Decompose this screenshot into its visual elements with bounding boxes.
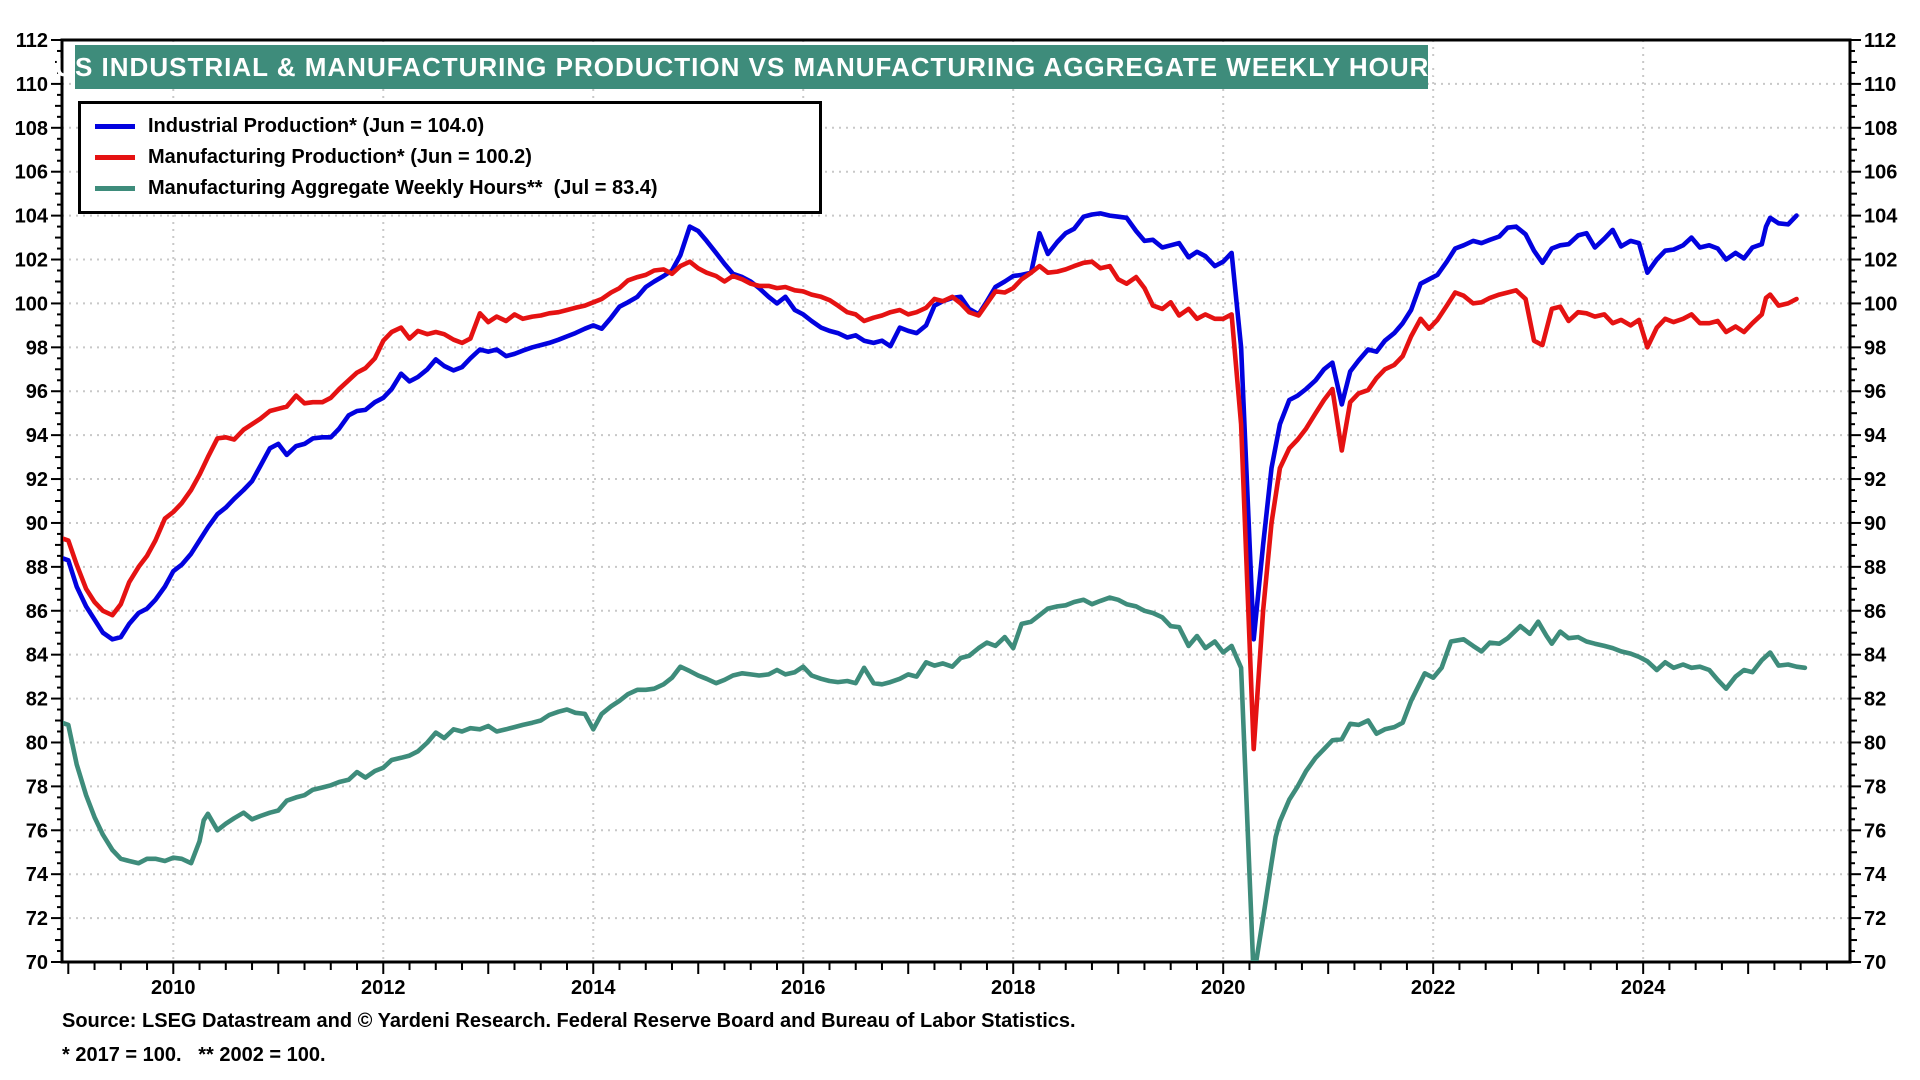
svg-text:98: 98	[1864, 337, 1886, 359]
svg-text:70: 70	[26, 952, 48, 974]
svg-text:106: 106	[15, 162, 48, 184]
legend-label: Industrial Production* (Jun = 104.0)	[148, 115, 485, 137]
svg-text:94: 94	[26, 425, 49, 447]
plot-frame	[60, 38, 1852, 964]
svg-text:82: 82	[26, 689, 48, 711]
svg-text:86: 86	[26, 601, 48, 623]
legend-swatch-aggregate-weekly-hours	[95, 186, 135, 191]
series-line-manufacturing-production	[63, 259, 1799, 752]
y-axis-labels-right: 70 72 74 76 78 80 82 84 86 88 90 92 94 96 98 100 102 104 1…	[1864, 30, 1898, 974]
svg-text:2024: 2024	[1621, 977, 1666, 999]
svg-text:102: 102	[15, 250, 48, 272]
legend-label: Manufacturing Aggregate Weekly Hours** (…	[148, 177, 658, 199]
svg-text:2012: 2012	[361, 977, 406, 999]
y-axis-labels-left: 70 72 74 76 78 80 82 84 86 88 90 92 94 96 98 100 102 104 1…	[15, 30, 49, 974]
legend-swatch-industrial-production	[95, 124, 135, 129]
svg-text:74: 74	[26, 864, 49, 886]
svg-text:102: 102	[1864, 250, 1897, 272]
legend-item-manufacturing-production: Manufacturing Production* (Jun = 100.2)	[95, 142, 807, 173]
svg-text:84: 84	[26, 645, 49, 667]
chart-title-banner: US INDUSTRIAL & MANUFACTURING PRODUCTION…	[55, 45, 1447, 89]
svg-text:2014: 2014	[571, 977, 616, 999]
svg-text:94: 94	[1864, 425, 1887, 447]
svg-text:110: 110	[1864, 74, 1896, 96]
series-line-industrial-production	[63, 211, 1799, 642]
source-attribution: Source: LSEG Datastream and © Yardeni Re…	[62, 1010, 1076, 1032]
index-base-footnote: * 2017 = 100. ** 2002 = 100.	[62, 1044, 326, 1066]
svg-text:80: 80	[1864, 732, 1886, 754]
svg-text:72: 72	[1864, 908, 1886, 930]
svg-text:78: 78	[1864, 776, 1886, 798]
svg-text:92: 92	[26, 469, 48, 491]
svg-text:84: 84	[1864, 645, 1887, 667]
svg-text:2020: 2020	[1201, 977, 1246, 999]
svg-text:2016: 2016	[781, 977, 826, 999]
svg-text:106: 106	[1864, 162, 1897, 184]
legend-item-industrial-production: Industrial Production* (Jun = 104.0)	[95, 111, 807, 142]
svg-text:86: 86	[1864, 601, 1886, 623]
svg-text:108: 108	[15, 118, 48, 140]
chart-title: US INDUSTRIAL & MANUFACTURING PRODUCTION…	[55, 51, 1448, 82]
svg-text:90: 90	[1864, 513, 1886, 535]
series-line-aggregate-weekly-hours	[63, 595, 1808, 961]
svg-text:104: 104	[15, 206, 49, 228]
svg-text:2010: 2010	[151, 977, 196, 999]
svg-text:108: 108	[1864, 118, 1897, 140]
svg-text:112: 112	[1864, 30, 1896, 52]
svg-text:98: 98	[26, 337, 48, 359]
svg-text:96: 96	[1864, 381, 1886, 403]
svg-text:70: 70	[1864, 952, 1886, 974]
legend-box: Industrial Production* (Jun = 104.0) Man…	[78, 101, 822, 214]
svg-text:82: 82	[1864, 689, 1886, 711]
svg-text:112: 112	[16, 30, 48, 52]
svg-text:92: 92	[1864, 469, 1886, 491]
svg-text:72: 72	[26, 908, 48, 930]
svg-text:96: 96	[26, 381, 48, 403]
x-axis-labels: 2010 2012 2014 2016 2018 2020 2022 2024	[151, 977, 1666, 999]
svg-text:2022: 2022	[1411, 977, 1456, 999]
svg-text:100: 100	[1864, 293, 1897, 315]
svg-text:88: 88	[1864, 557, 1886, 579]
svg-text:2018: 2018	[991, 977, 1036, 999]
legend-item-aggregate-weekly-hours: Manufacturing Aggregate Weekly Hours** (…	[95, 173, 807, 204]
legend-label: Manufacturing Production* (Jun = 100.2)	[148, 146, 532, 168]
svg-text:110: 110	[16, 74, 48, 96]
svg-text:76: 76	[1864, 820, 1886, 842]
svg-text:74: 74	[1864, 864, 1887, 886]
svg-text:80: 80	[26, 732, 48, 754]
svg-text:88: 88	[26, 557, 48, 579]
svg-text:90: 90	[26, 513, 48, 535]
svg-text:100: 100	[15, 293, 48, 315]
legend-swatch-manufacturing-production	[95, 155, 135, 160]
svg-text:104: 104	[1864, 206, 1898, 228]
svg-text:78: 78	[26, 776, 48, 798]
svg-text:76: 76	[26, 820, 48, 842]
